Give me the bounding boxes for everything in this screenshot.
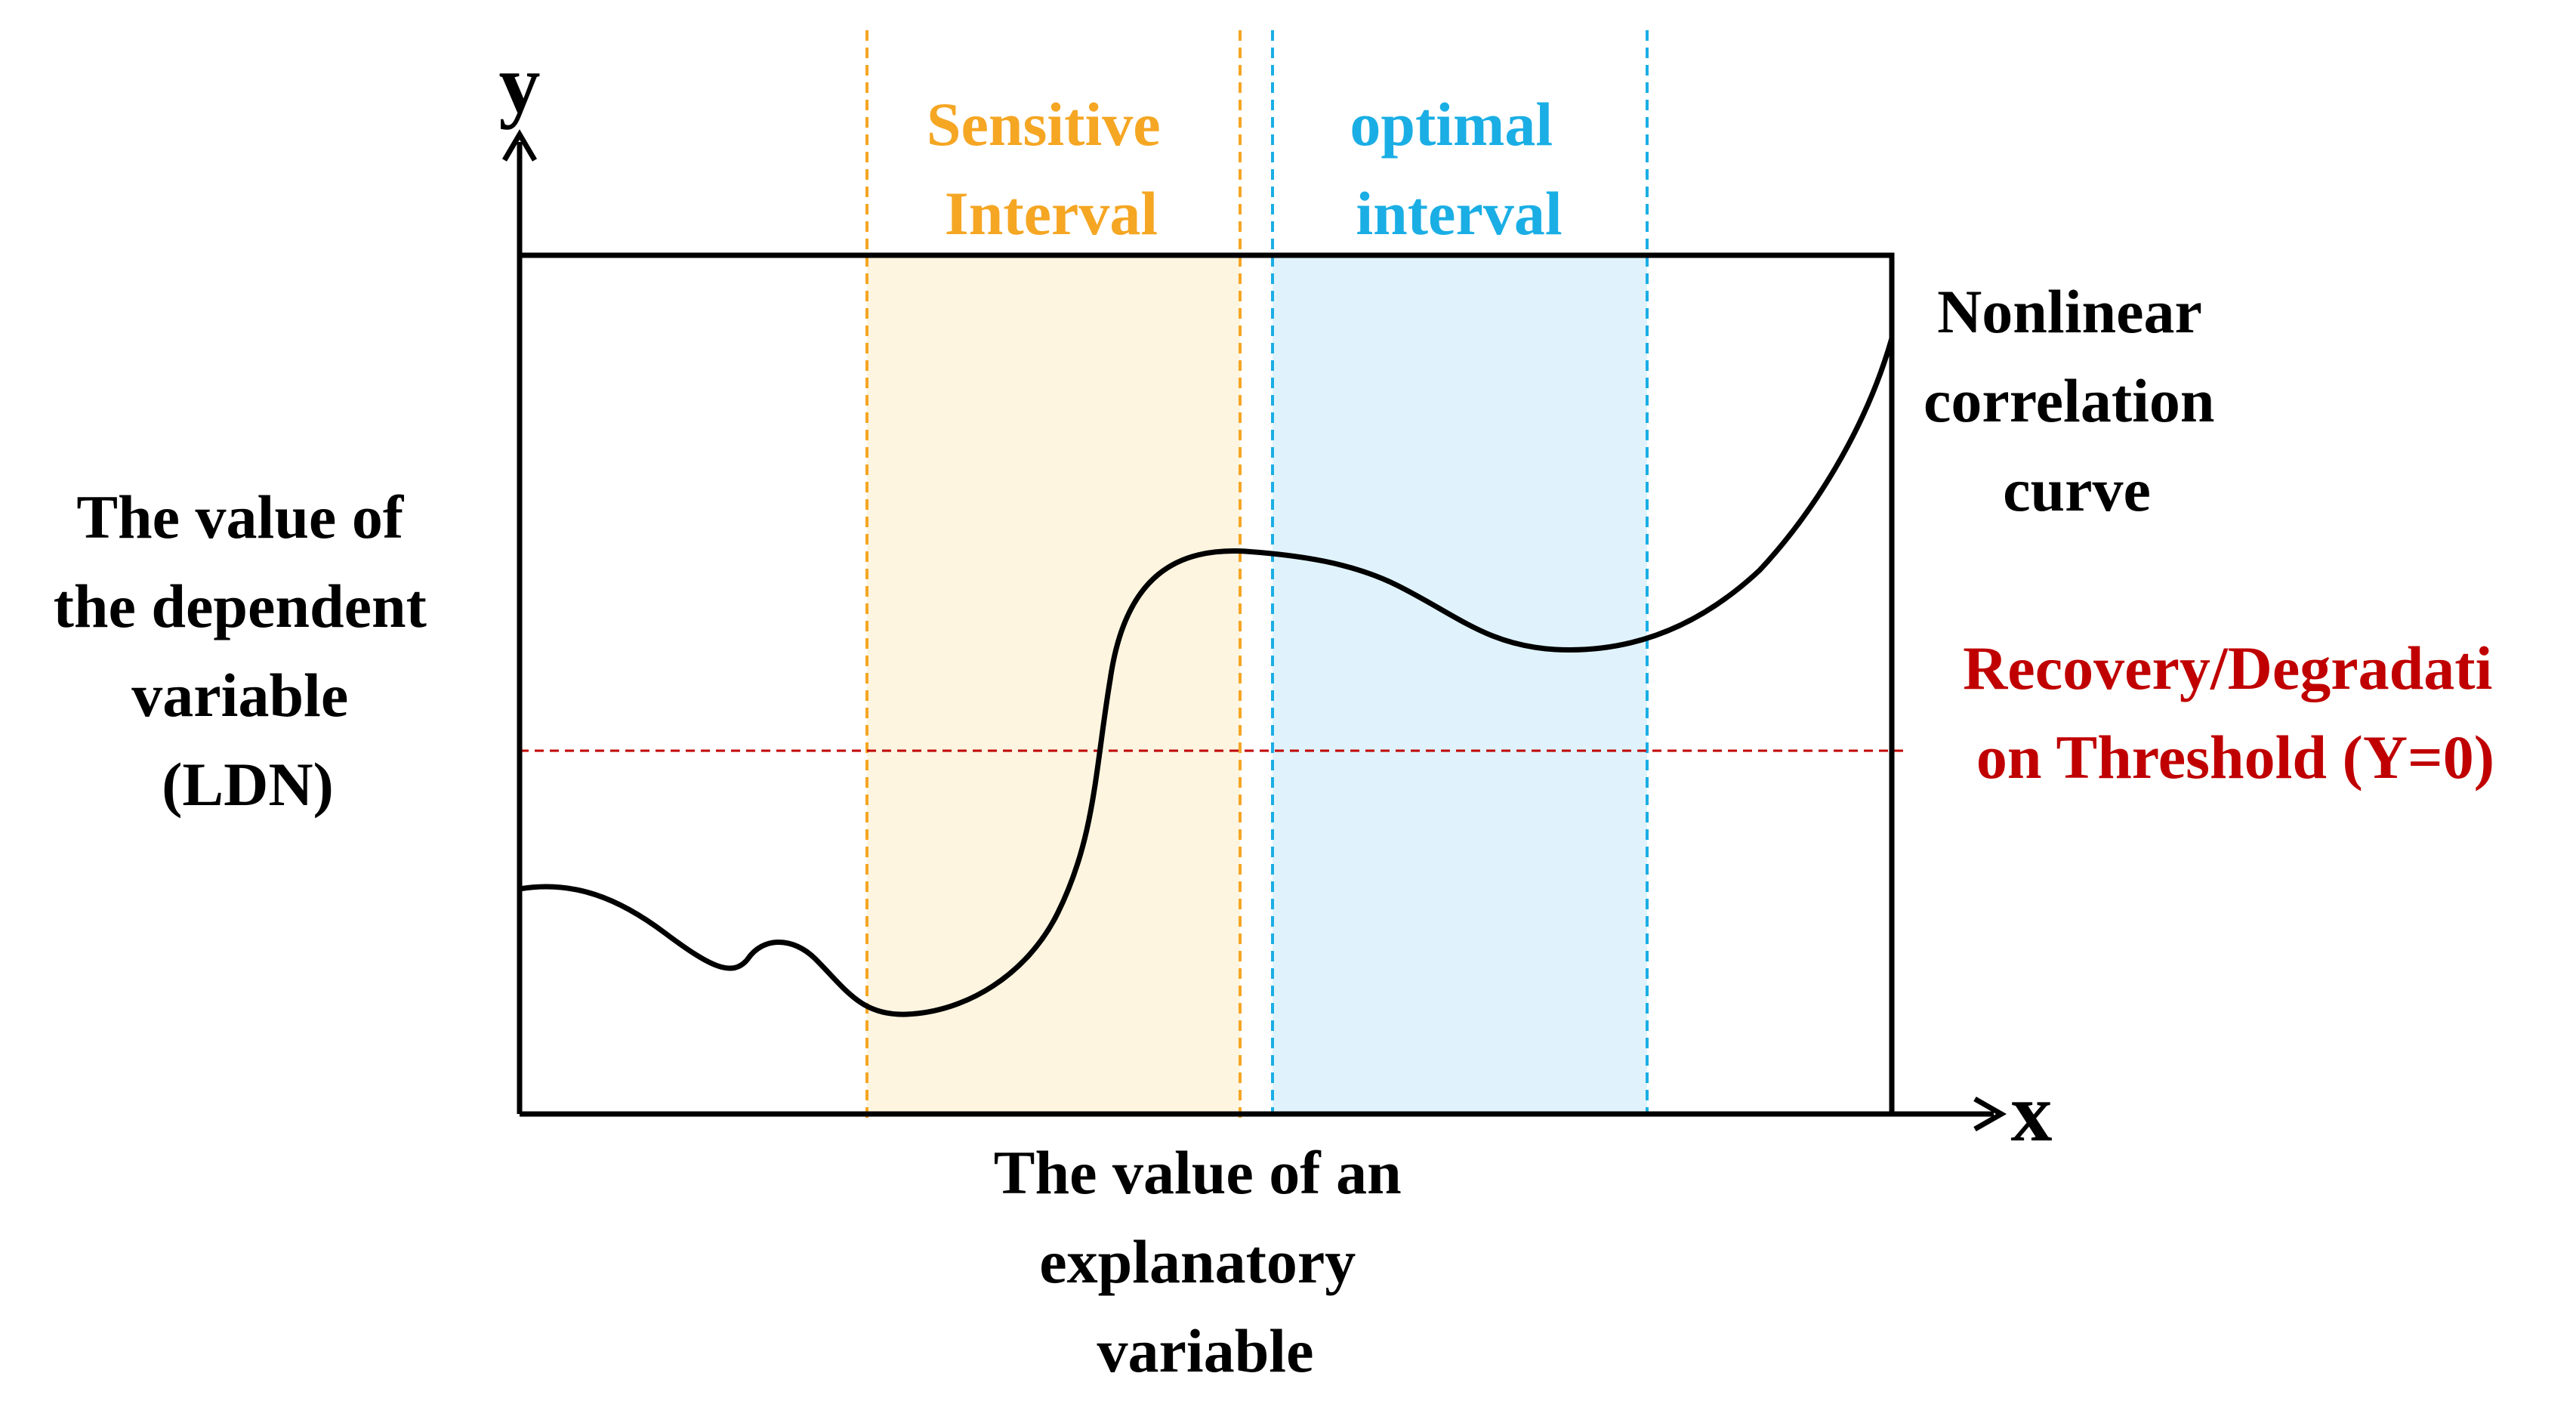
y-axis-label: The value of the dependent variable (LDN… bbox=[54, 483, 443, 819]
x-axis-label: The value of an explanatory variable bbox=[994, 1138, 1417, 1385]
optimal-interval-label: optimal interval bbox=[1350, 90, 1568, 248]
x-axis-arrowhead bbox=[1973, 1096, 2007, 1132]
nonlinear-correlation-curve bbox=[517, 335, 1895, 1017]
threshold-label: Recovery/Degradati on Threshold (Y=0) bbox=[1963, 634, 2508, 792]
optimal-interval-band bbox=[1273, 257, 1647, 1114]
y-axis-symbol: y bbox=[499, 38, 541, 130]
curve-label: Nonlinear correlation curve bbox=[1924, 277, 2230, 524]
x-axis-symbol: x bbox=[2011, 1066, 2053, 1159]
sensitive-interval-label: Sensitive Interval bbox=[927, 90, 1176, 248]
sensitive-interval-band bbox=[867, 257, 1240, 1114]
y-axis-arrowhead bbox=[501, 129, 538, 162]
plot-frame bbox=[520, 252, 1895, 1114]
